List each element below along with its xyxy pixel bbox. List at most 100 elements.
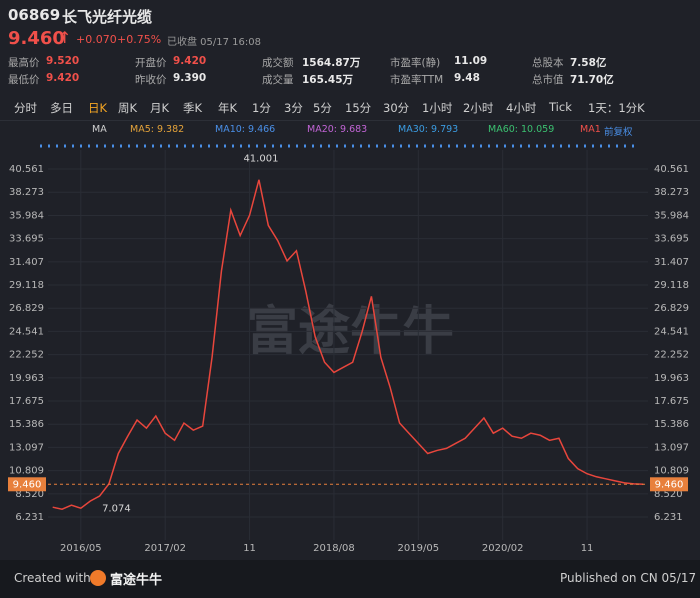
y-tick-label-right: 6.231 [654, 512, 683, 523]
y-tick-label-right: 8.520 [654, 489, 683, 500]
stat-label: 市盈率(静) [390, 57, 441, 69]
stat-label: 昨收价 [135, 74, 167, 86]
stat-value: 11.09 [454, 55, 488, 67]
tab[interactable]: 周K [118, 101, 138, 115]
stat-value: 9.520 [46, 55, 80, 67]
stat-label: 最高价 [8, 57, 40, 69]
indicator: MA1 [580, 124, 601, 135]
y-tick-label: 26.829 [9, 303, 44, 314]
x-tick-label: 2017/02 [144, 543, 186, 554]
price-tag-bg [8, 477, 46, 492]
y-tick-label: 40.561 [9, 164, 44, 175]
y-tick-label-right: 19.963 [654, 373, 689, 384]
y-tick-label: 35.984 [9, 210, 44, 221]
stock-code: 06869 [8, 6, 61, 24]
y-tick-label: 6.231 [15, 512, 44, 523]
tab[interactable]: 1分 [252, 101, 271, 115]
x-tick-label: 2020/02 [482, 543, 524, 554]
tab[interactable]: 2小时 [463, 101, 494, 115]
price-line [52, 179, 644, 511]
stat-value: 9.390 [173, 72, 207, 84]
stat-value: 9.420 [46, 72, 80, 84]
footer-bg [0, 560, 700, 598]
change-pct: +0.75% [117, 33, 162, 46]
created-with: Created with [14, 571, 91, 585]
stat-value: 71.70亿 [570, 74, 614, 86]
tab[interactable]: 4小时 [506, 101, 537, 115]
indicator: MA60: 10.059 [488, 124, 555, 135]
y-tick-label-right: 15.386 [654, 419, 689, 430]
y-tick-label-right: 29.118 [654, 280, 689, 291]
stat-value: 1564.87万 [302, 57, 361, 69]
y-tick-label-right: 13.097 [654, 442, 689, 453]
stat-value: 165.45万 [302, 74, 354, 86]
tab[interactable]: 30分 [383, 101, 410, 115]
tab[interactable]: Tick [549, 100, 572, 114]
tab[interactable]: 多日 [50, 101, 73, 115]
indicator[interactable]: 前复权 [604, 127, 633, 138]
y-tick-label: 10.809 [9, 466, 44, 477]
divider [0, 120, 700, 121]
stat-label: 市盈率TTM [390, 74, 444, 86]
indicator: MA30: 9.793 [398, 124, 459, 135]
indicator: MA10: 9.466 [215, 124, 276, 135]
stat-value: 9.420 [173, 55, 207, 67]
stat-label: 开盘价 [135, 57, 167, 69]
status: 已收盘 05/17 16:08 [167, 37, 261, 48]
y-tick-label: 29.118 [9, 280, 44, 291]
y-tick-label: 13.097 [9, 442, 44, 453]
y-tick-label-right: 33.695 [654, 234, 689, 245]
published: Published on CN 05/17 [560, 571, 697, 585]
price-tag: 9.460 [13, 479, 42, 490]
indicator[interactable]: MA [92, 124, 107, 135]
y-tick-label-right: 17.675 [654, 396, 689, 407]
y-tick-label: 15.386 [9, 419, 44, 430]
y-tick-label-right: 38.273 [654, 187, 689, 198]
tab[interactable]: 分时 [14, 101, 37, 115]
tab[interactable]: 月K [150, 101, 170, 115]
arrow: ↑ [58, 28, 72, 47]
y-tick-label: 33.695 [9, 234, 44, 245]
tab[interactable]: 15分 [345, 101, 372, 115]
logo [90, 570, 106, 586]
change: +0.070 [76, 33, 117, 46]
y-tick-label: 24.541 [9, 326, 44, 337]
tab[interactable]: 日K [88, 101, 108, 115]
indicator: MA20: 9.683 [307, 124, 368, 135]
watermark: 富途牛牛 [246, 302, 454, 362]
tab[interactable]: 年K [218, 101, 238, 115]
y-tick-label: 22.252 [9, 350, 44, 361]
x-tick-label: 2018/08 [313, 543, 355, 554]
x-tick-label: 11 [581, 543, 594, 554]
y-tick-label-right: 24.541 [654, 326, 689, 337]
y-tick-label: 8.520 [15, 489, 44, 500]
y-tick-label: 31.407 [9, 257, 44, 268]
stat-label: 最低价 [8, 74, 40, 86]
y-tick-label-right: 10.809 [654, 466, 689, 477]
tab[interactable]: 3分 [284, 101, 303, 115]
x-tick-label: 11 [243, 543, 256, 554]
min-annotation: 7.074 [102, 503, 131, 514]
stat-value: 7.58亿 [570, 57, 607, 69]
tab[interactable]: 季K [183, 101, 203, 115]
max-annotation: 41.001 [243, 154, 278, 165]
y-tick-label-right: 35.984 [654, 210, 689, 221]
y-tick-label: 19.963 [9, 373, 44, 384]
stat-value: 9.48 [454, 72, 480, 84]
y-tick-label: 38.273 [9, 187, 44, 198]
stock-name: 长飞光纤光缆 [62, 8, 153, 26]
tab[interactable]: 1小时 [422, 101, 453, 115]
tab[interactable]: 1天：1分K [588, 101, 645, 115]
y-tick-label-right: 22.252 [654, 350, 689, 361]
y-tick-label-right: 40.561 [654, 164, 689, 175]
stat-label: 成交额 [262, 57, 294, 69]
y-tick-label: 17.675 [9, 396, 44, 407]
y-tick-label-right: 31.407 [654, 257, 689, 268]
stat-label: 总股本 [532, 57, 564, 69]
tab[interactable]: 5分 [313, 101, 332, 115]
indicator: MA5: 9.382 [130, 124, 185, 135]
stat-label: 成交量 [262, 74, 294, 86]
brand: 富途牛牛 [110, 573, 163, 588]
x-tick-label: 2016/05 [60, 543, 102, 554]
